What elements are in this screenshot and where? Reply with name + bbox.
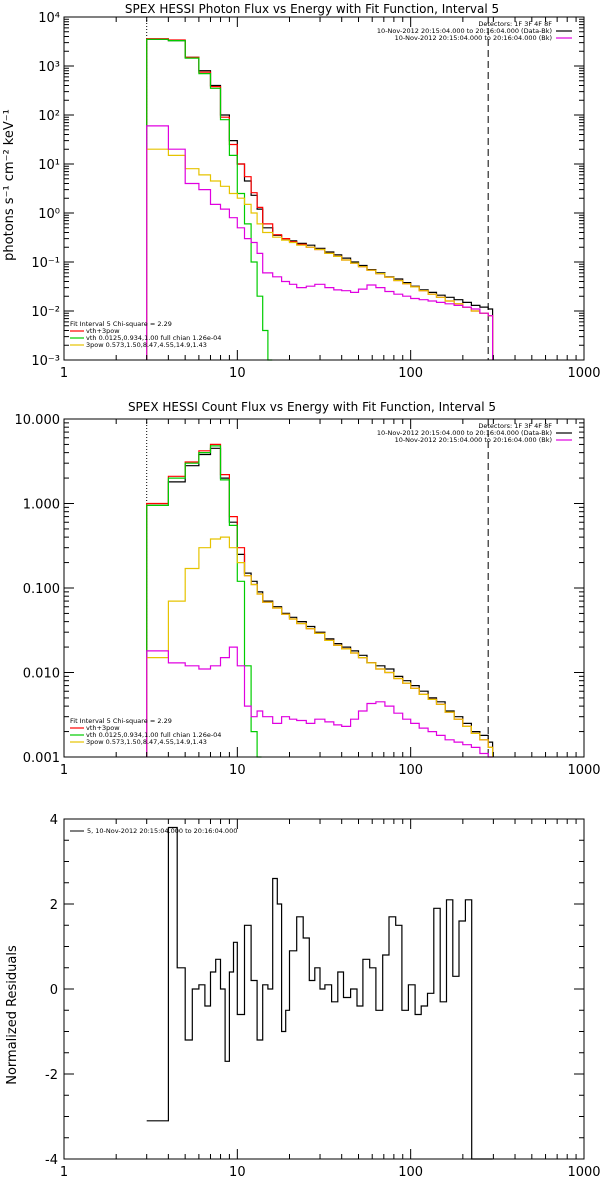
p3-y-tick-label: -2 bbox=[45, 1068, 58, 1083]
p2-legend-bl-entry: vth 0.0125,0.934,1.00 full chian 1.26e-0… bbox=[86, 731, 221, 739]
p3-legend-entry: 5, 10-Nov-2012 20:15:04.000 to 20:16:04.… bbox=[87, 827, 237, 835]
p2-x-tick-label: 1 bbox=[60, 763, 68, 778]
p1-x-tick-label: 1 bbox=[60, 366, 68, 381]
p2-series-4-10-nov-2012-20-15-04-000 bbox=[146, 646, 493, 758]
p2-legend-tr-entry: Detectors: 1F 3F 4F 8F bbox=[478, 422, 552, 430]
p3-x-tick-label: 10 bbox=[229, 1165, 246, 1180]
p2-legend-bl-entry: 3pow 0.573,1.50,8.47,4.55,14.9,1.43 bbox=[86, 738, 207, 746]
p1-y-tick-label: 10⁰ bbox=[38, 207, 60, 222]
p2-x-tick-label: 10 bbox=[229, 763, 246, 778]
p1-y-tick-label: 10⁻³ bbox=[31, 354, 60, 369]
p2-series-3-3pow-0-573-1-50-8-47-4-5 bbox=[146, 536, 494, 757]
p1-y-tick-label: 10¹ bbox=[38, 158, 60, 173]
p1-legend-bl-entry: vth 0.0125,0.934,1.00 full chian 1.26e-0… bbox=[86, 334, 221, 342]
p1-x-tick-label: 10 bbox=[229, 366, 246, 381]
p1-legend-bl-header: Fit Interval 5 Chi-square = 2.29 bbox=[70, 320, 172, 328]
photon-panel: SPEX HESSI Photon Flux vs Energy with Fi… bbox=[2, 2, 600, 381]
p1-legend-tr-entry: 10-Nov-2012 20:15:04.000 to 20:16:04.000… bbox=[377, 27, 552, 35]
photon-y-ticks: 10⁻³ 10⁻² 10⁻¹ 10⁰ 10¹ 10² 10³ 10⁴ bbox=[31, 11, 584, 369]
residual-legend: 5, 10-Nov-2012 20:15:04.000 to 20:16:04.… bbox=[70, 827, 237, 835]
photon-legend-bottom-left: Fit Interval 5 Chi-square = 2.29vth+3pow… bbox=[70, 320, 221, 349]
p1-y-tick-label: 10⁻² bbox=[31, 305, 60, 320]
p2-y-tick-label: 0.001 bbox=[23, 751, 60, 766]
p1-series-2-vth-0-0125-0-934-1-00-fu bbox=[146, 38, 273, 361]
p1-series-0-10-nov-2012-20-15-04-000 bbox=[146, 38, 494, 360]
p1-y-tick-label: 10⁻¹ bbox=[31, 256, 60, 271]
p2-legend-tr-entry: 10-Nov-2012 20:15:04.000 to 20:16:04.000… bbox=[377, 429, 552, 437]
p2-legend-bl-entry: vth+3pow bbox=[86, 724, 120, 732]
p2-y-tick-label: 1.000 bbox=[23, 498, 60, 513]
p2-legend-tr-entry: 10-Nov-2012 20:15:04.000 to 20:16:04.000… bbox=[395, 436, 552, 444]
p3-x-tick-label: 100 bbox=[398, 1165, 423, 1180]
p3-x-tick-label: 1 bbox=[60, 1165, 68, 1180]
count-axes-box bbox=[63, 418, 585, 758]
p2-series-0-10-nov-2012-20-15-04-000 bbox=[146, 447, 494, 757]
p3-y-tick-label: 0 bbox=[50, 983, 58, 998]
residual-plot-area bbox=[146, 826, 493, 1160]
residual-ylabel: Normalized Residuals bbox=[5, 945, 20, 1085]
p3-y-tick-label: -4 bbox=[45, 1153, 58, 1168]
p3-x-tick-label: 1000 bbox=[567, 1165, 600, 1180]
p1-series-4-10-nov-2012-20-15-04-000 bbox=[146, 125, 494, 360]
count-legend-bottom-left: Fit Interval 5 Chi-square = 2.29vth+3pow… bbox=[70, 717, 221, 746]
p1-legend-tr-entry: Detectors: 1F 3F 4F 8F bbox=[478, 20, 552, 28]
p2-x-tick-label: 100 bbox=[398, 763, 423, 778]
p3-series-0-5-10-nov-2012-20-15-04-0 bbox=[146, 826, 493, 1160]
p3-y-tick-label: 4 bbox=[50, 813, 58, 828]
p1-legend-tr-entry: 10-Nov-2012 20:15:04.000 to 20:16:04.000… bbox=[395, 34, 552, 42]
p2-series-2-vth-0-0125-0-934-1-00-fu bbox=[146, 445, 262, 758]
p2-y-tick-label: 10.000 bbox=[15, 413, 61, 428]
p2-y-tick-label: 0.010 bbox=[23, 667, 60, 682]
p1-y-tick-label: 10⁴ bbox=[38, 11, 60, 26]
count-plot-area bbox=[146, 419, 494, 758]
photon-axes-box bbox=[63, 16, 585, 361]
p3-y-tick-label: 2 bbox=[50, 898, 58, 913]
p1-series-1-vth-3pow bbox=[146, 38, 494, 360]
photon-x-ticks: 1 10 100 1000 bbox=[60, 17, 600, 381]
p2-y-tick-label: 0.100 bbox=[23, 582, 60, 597]
photon-plot-area bbox=[146, 17, 494, 361]
p2-x-tick-label: 1000 bbox=[567, 763, 600, 778]
p1-x-tick-label: 1000 bbox=[567, 366, 600, 381]
count-title: SPEX HESSI Count Flux vs Energy with Fit… bbox=[128, 400, 496, 414]
photon-title: SPEX HESSI Photon Flux vs Energy with Fi… bbox=[125, 2, 499, 16]
p2-series-1-vth-3pow bbox=[146, 443, 494, 757]
residual-y-ticks: -4 -2 0 2 4 bbox=[45, 813, 584, 1168]
p1-series-3-3pow-0-573-1-50-8-47-4-5 bbox=[146, 148, 494, 360]
count-panel: SPEX HESSI Count Flux vs Energy with Fit… bbox=[15, 400, 600, 778]
residual-x-ticks: 1 10 100 1000 bbox=[60, 819, 600, 1180]
photon-ylabel: photons s⁻¹ cm⁻² keV⁻¹ bbox=[2, 109, 17, 261]
p1-x-tick-label: 100 bbox=[398, 366, 423, 381]
count-y-ticks: 0.001 0.010 0.100 1.000 10.000 bbox=[15, 413, 584, 766]
p1-y-tick-label: 10² bbox=[38, 109, 60, 124]
p2-legend-bl-header: Fit Interval 5 Chi-square = 2.29 bbox=[70, 717, 172, 725]
p1-legend-bl-entry: 3pow 0.573,1.50,8.47,4.55,14.9,1.43 bbox=[86, 341, 207, 349]
p1-legend-bl-entry: vth+3pow bbox=[86, 327, 120, 335]
p1-y-tick-label: 10³ bbox=[38, 60, 60, 75]
count-x-ticks: 1 10 100 1000 bbox=[60, 419, 600, 778]
